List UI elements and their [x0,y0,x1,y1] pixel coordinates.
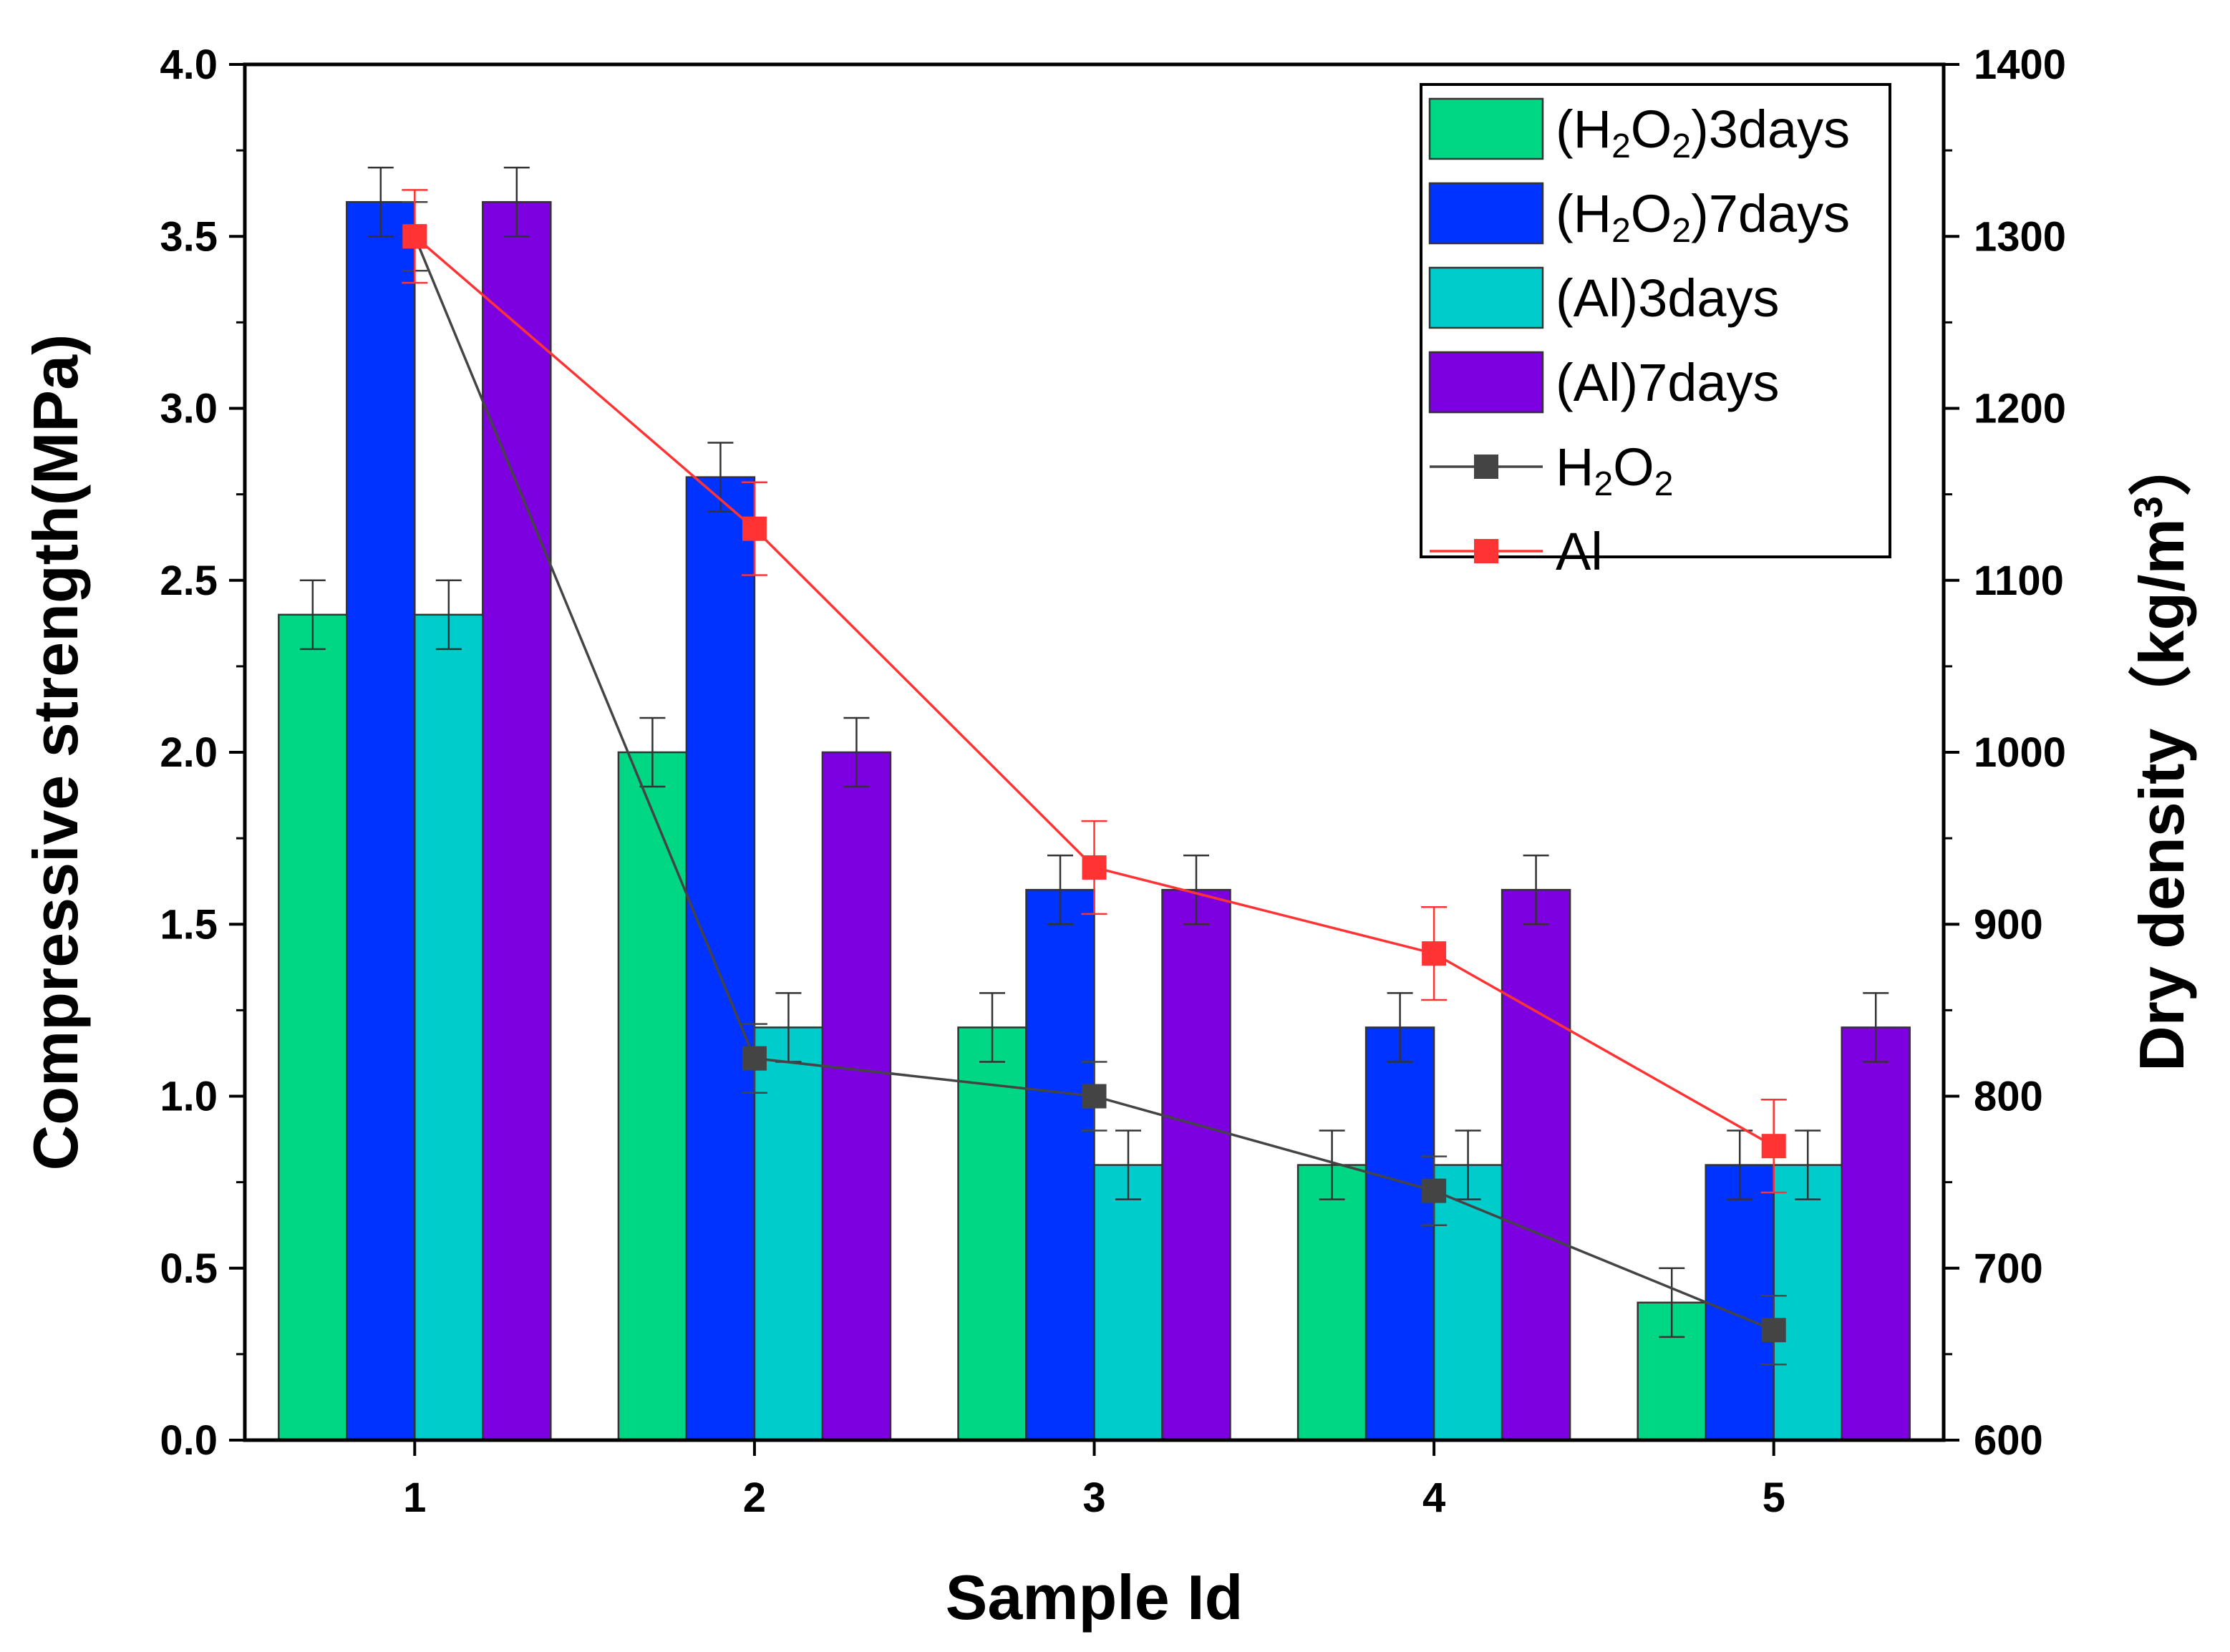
y-tick-label: 2.0 [160,729,218,776]
bar [1501,888,1571,1442]
axes-layer: 0.0 0.5 1.0 1.5 2.0 2.5 3.0 3.5 4.0 600 700 800 900 1… [160,42,2066,1521]
y2-tick-label: 1000 [1974,729,2066,776]
legend-label-subscript: 2 [1611,127,1631,165]
y2-tick-label: 600 [1974,1417,2043,1464]
y2-tick-label: 1400 [1974,42,2066,88]
y2-tick-label: 1100 [1974,558,2064,604]
data-point [742,516,767,541]
legend-marker [1474,539,1498,563]
y-axis-title: Compressive strength(MPa) [20,334,91,1171]
legend-label-text: (H [1556,184,1611,243]
x-tick-label: 5 [1763,1474,1785,1521]
legend-marker [1474,455,1498,479]
data-point [1422,1178,1447,1203]
bar [482,200,552,1442]
y2-axis-title: Dry density（kg/m3） [2125,433,2197,1072]
bar [1773,1164,1843,1442]
bar [821,751,892,1442]
legend-label-text: (H [1556,99,1611,159]
bar [1093,1164,1163,1442]
legend-label-text: (Al)7days [1556,353,1780,412]
legend-swatch [1428,182,1544,245]
bar [753,1026,824,1442]
data-point [1761,1318,1786,1343]
y-tick-label: 0.0 [160,1417,218,1464]
y2-axis-title-main: Dry density（kg/m [2126,518,2197,1072]
y-tick-label: 4.0 [160,42,218,88]
bar [1841,1026,1911,1442]
y2-tick-label: 900 [1974,901,2043,948]
data-point [402,224,427,249]
bar [1364,1026,1435,1442]
legend-label: Al [1556,522,1603,581]
y2-axis-title-sup: 3 [2125,496,2171,518]
y-tick-label: 2.5 [160,558,218,604]
y-tick-label: 1.0 [160,1074,218,1120]
legend-label-subscript: 2 [1672,127,1691,165]
bar [1432,1164,1503,1442]
legend-label-text: O [1631,184,1672,243]
bar [617,751,688,1442]
lines-layer [402,189,1787,1366]
legend-label-subscript: 2 [1654,465,1674,503]
data-point [742,1046,767,1071]
legend: (H2O2)3days(H2O2)7days(Al)3days(Al)7days… [1420,83,1891,581]
legend-label-text: H [1556,437,1594,497]
bar [957,1026,1027,1442]
legend-swatch [1428,266,1544,329]
legend-swatch [1428,97,1544,160]
legend-label-text: O [1613,437,1654,497]
y-tick-label: 1.5 [160,901,218,948]
legend-label-text: (Al)3days [1556,268,1780,328]
bar [1296,1164,1367,1442]
legend-label: (Al)7days [1556,353,1780,412]
bar [1025,888,1095,1442]
legend-label-text: )7days [1691,184,1850,243]
legend-swatch [1428,351,1544,414]
data-point [1082,855,1107,880]
y2-tick-label: 1300 [1974,213,2066,260]
y2-tick-label: 800 [1974,1074,2043,1120]
y2-tick-label: 1200 [1974,386,2066,432]
x-axis-title: Sample Id [946,1562,1244,1633]
legend-label: (H2O2)7days [1556,184,1850,250]
x-tick-label: 3 [1082,1474,1105,1521]
y-tick-label: 3.0 [160,386,218,432]
y-tick-label: 0.5 [160,1245,218,1292]
legend-label-subscript: 2 [1594,465,1613,503]
data-point [1422,941,1447,966]
y-tick-label: 3.5 [160,213,218,260]
y2-axis-title-suffix: ） [2126,433,2197,496]
x-tick-label: 4 [1422,1474,1445,1521]
legend-label-text: )3days [1691,99,1850,159]
bar [1161,888,1231,1442]
legend-label: (Al)3days [1556,268,1780,328]
bar [346,200,416,1442]
bar [685,476,756,1442]
legend-label-text: Al [1556,522,1603,581]
bar [1705,1164,1775,1442]
data-point [1761,1134,1786,1159]
bar [278,613,348,1442]
data-point [1082,1084,1107,1109]
legend-label-text: O [1631,99,1672,159]
legend-label: (H2O2)3days [1556,99,1850,165]
x-tick-label: 2 [743,1474,766,1521]
legend-label-subscript: 2 [1611,212,1631,250]
x-tick-label: 1 [403,1474,426,1521]
bar [414,613,484,1442]
legend-label-subscript: 2 [1672,212,1691,250]
y2-tick-label: 700 [1974,1245,2043,1292]
legend-label: H2O2 [1556,437,1673,503]
